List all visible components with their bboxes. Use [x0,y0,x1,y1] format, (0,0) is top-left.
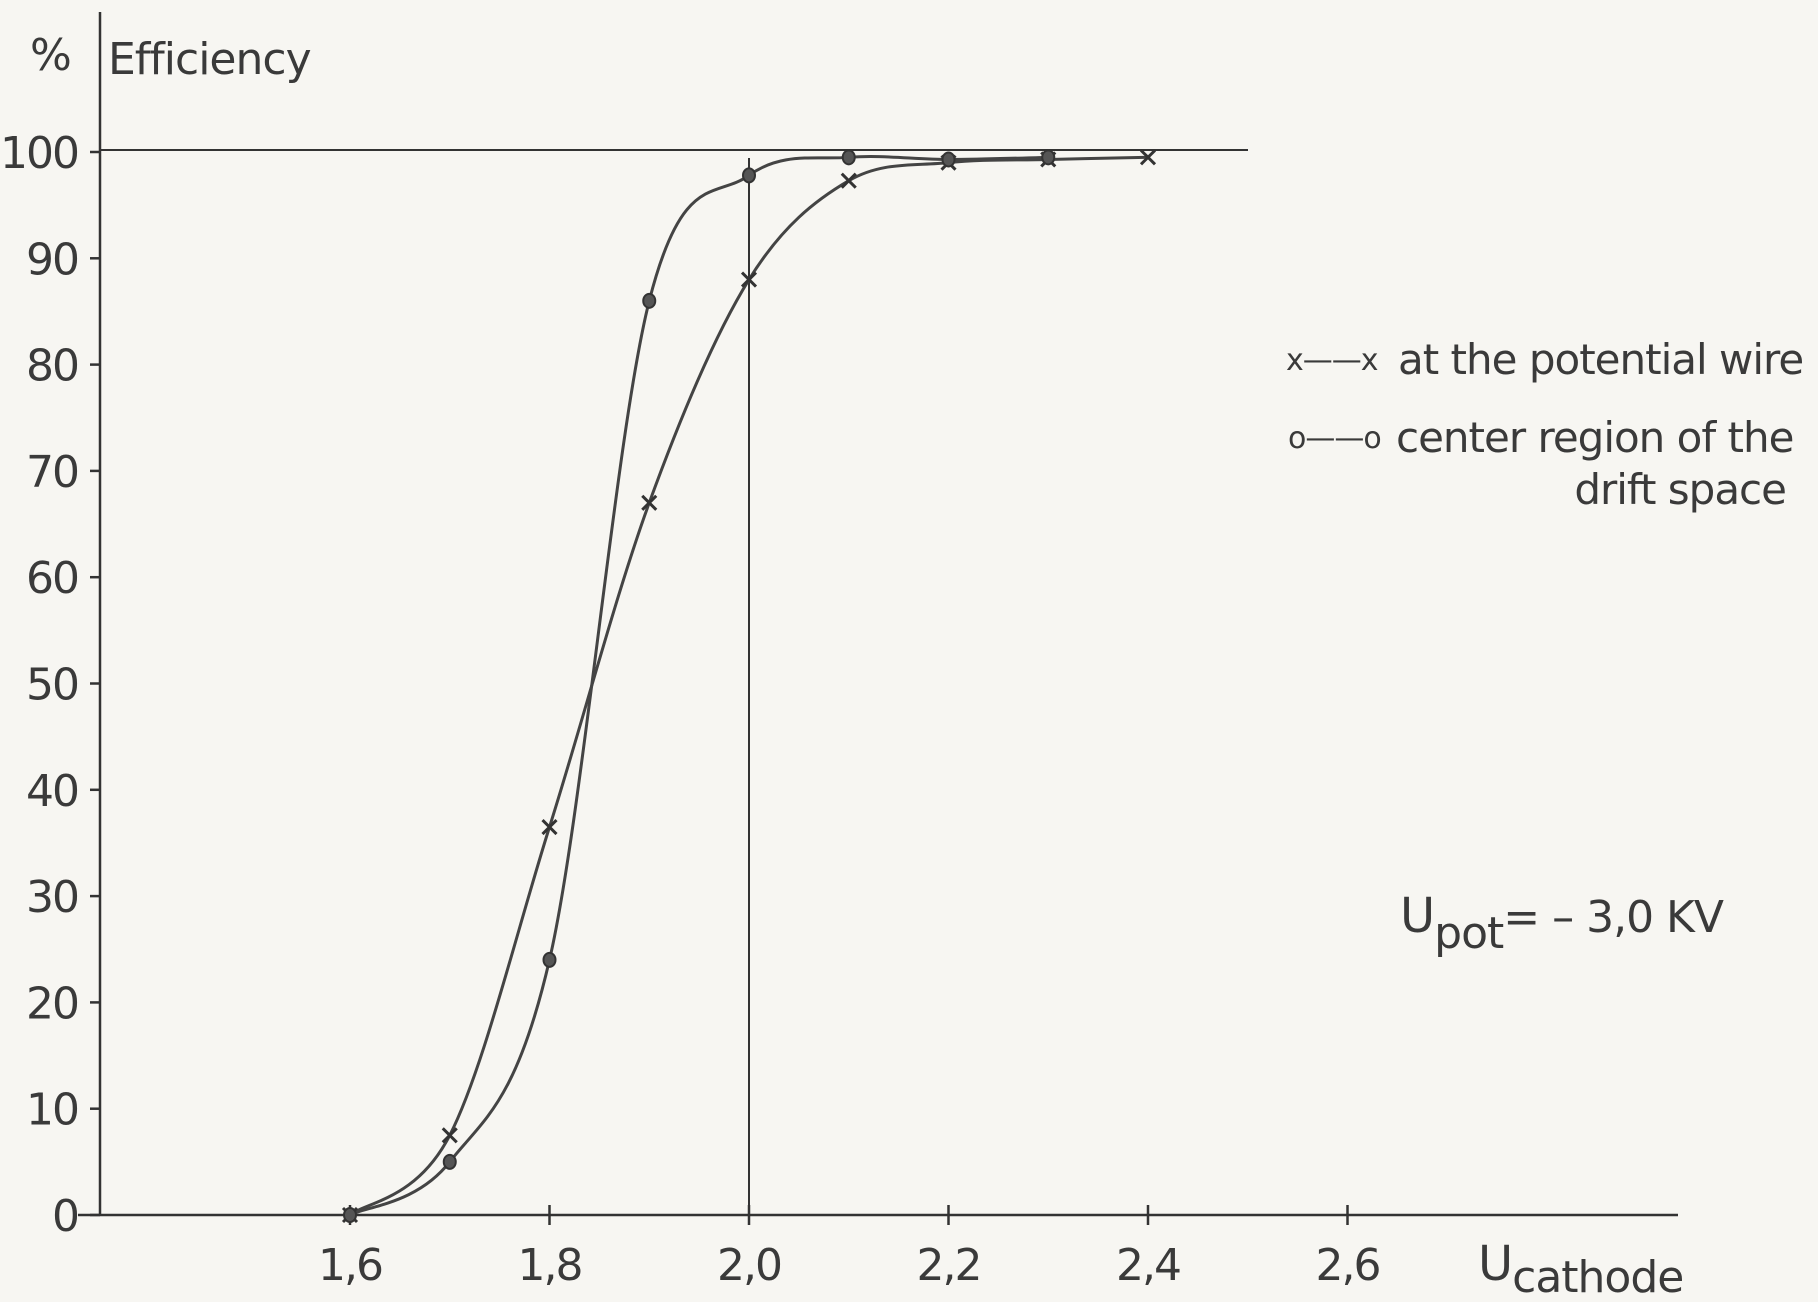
y-axis-title: Efficiency [108,34,311,85]
y-axis-ticks: 0 10 20 30 40 50 60 70 80 90 100 [0,128,100,1242]
y-tick-label: 30 [26,872,78,923]
legend-o-label-line1: center region of the [1396,413,1793,462]
data-point-x [441,1127,458,1144]
x-tick-label: 1,6 [318,1240,382,1291]
y-tick-label: 40 [26,766,78,817]
y-tick-label: 70 [26,447,78,498]
data-point-o [841,149,856,166]
y-tick-label: 80 [26,341,78,392]
x-axis-title: Ucathode [1478,1236,1683,1302]
data-point-o [642,292,657,309]
y-tick-label: 50 [26,660,78,711]
x-axis-title-main: U [1478,1236,1512,1292]
series-line-potential-wire [349,155,1149,1217]
upot-annotation: Upot= – 3,0 KV [1400,888,1724,959]
data-point-x [641,494,658,511]
upot-rest: = – 3,0 KV [1503,892,1724,943]
data-point-o [442,1153,457,1170]
y-tick-label: 0 [52,1191,78,1242]
upot-sub: pot [1434,908,1504,959]
x-tick-label: 1,8 [518,1240,582,1291]
series-line-center-region [349,155,1049,1217]
upot-main: U [1400,888,1434,944]
data-point-x [740,271,758,288]
legend-o-label-line2: drift space [1574,465,1786,514]
y-tick-label: 20 [26,978,78,1029]
data-point-o [542,951,557,968]
data-point-x [840,172,857,189]
y-tick-label: 90 [26,234,78,285]
series-group [341,149,1157,1224]
data-point-o [343,1207,357,1223]
data-point-o [742,167,756,184]
y-tick-label: 100 [0,128,78,179]
y-tick-label: 10 [26,1085,78,1136]
legend-x-sample: x——x [1286,343,1378,378]
x-axis-ticks: 1,6 1,8 2,0 2,2 2,4 2,6 [318,1205,1381,1291]
data-point-x [541,818,558,836]
data-point-o [941,151,956,168]
x-tick-label: 2,0 [717,1240,781,1291]
legend: x——x at the potential wire o——o center r… [1286,335,1804,514]
data-point-x [1139,149,1157,166]
legend-o-sample: o——o [1288,421,1381,456]
x-tick-label: 2,6 [1316,1240,1380,1291]
x-axis-title-sub: cathode [1512,1252,1683,1302]
data-point-o [1041,149,1056,166]
y-tick-label: 60 [26,553,78,604]
legend-x-label: at the potential wire [1398,335,1803,384]
x-tick-label: 2,2 [917,1240,981,1291]
y-axis-symbol: % [30,30,71,81]
x-tick-label: 2,4 [1116,1240,1180,1291]
